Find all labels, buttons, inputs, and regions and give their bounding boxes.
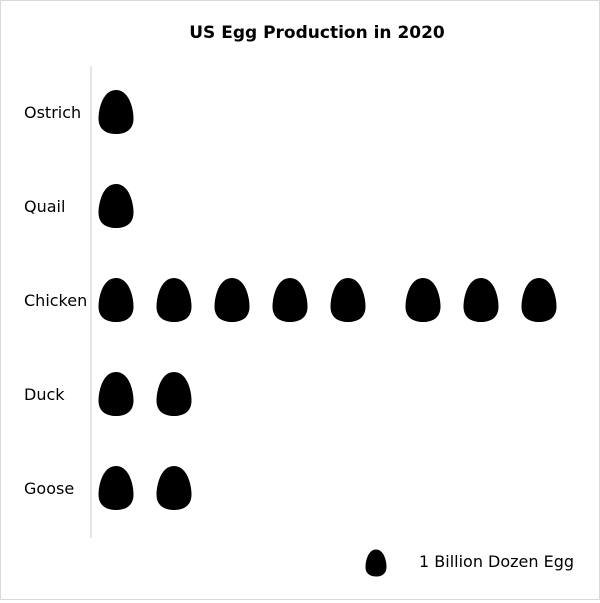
row-duck: Duck [24, 372, 192, 416]
category-label: Ostrich [24, 103, 81, 122]
legend: 1 Billion Dozen Egg [365, 549, 574, 577]
category-label: Quail [24, 197, 65, 216]
egg-icon [98, 184, 134, 228]
egg-icon [98, 372, 134, 416]
egg-icon [98, 278, 134, 322]
egg-icon [330, 278, 366, 322]
egg-icon [405, 278, 441, 322]
chart-title: US Egg Production in 2020 [189, 23, 445, 43]
category-label: Chicken [24, 291, 87, 310]
legend-egg-icon [365, 549, 387, 577]
category-label: Goose [24, 479, 74, 498]
egg-icon [98, 466, 134, 510]
egg-icon [463, 278, 499, 322]
row-quail: Quail [24, 184, 134, 228]
egg-icon [98, 90, 134, 134]
row-chicken: Chicken [24, 278, 557, 322]
row-ostrich: Ostrich [24, 90, 134, 134]
egg-icon [214, 278, 250, 322]
row-goose: Goose [24, 466, 192, 510]
legend-label: 1 Billion Dozen Egg [419, 552, 574, 571]
egg-icon [156, 278, 192, 322]
chart-rows: Ostrich Quail Chicken Duck Goose [24, 90, 557, 510]
category-label: Duck [24, 385, 65, 404]
egg-icon [156, 466, 192, 510]
egg-icon [272, 278, 308, 322]
egg-icon [521, 278, 557, 322]
egg-icon [156, 372, 192, 416]
